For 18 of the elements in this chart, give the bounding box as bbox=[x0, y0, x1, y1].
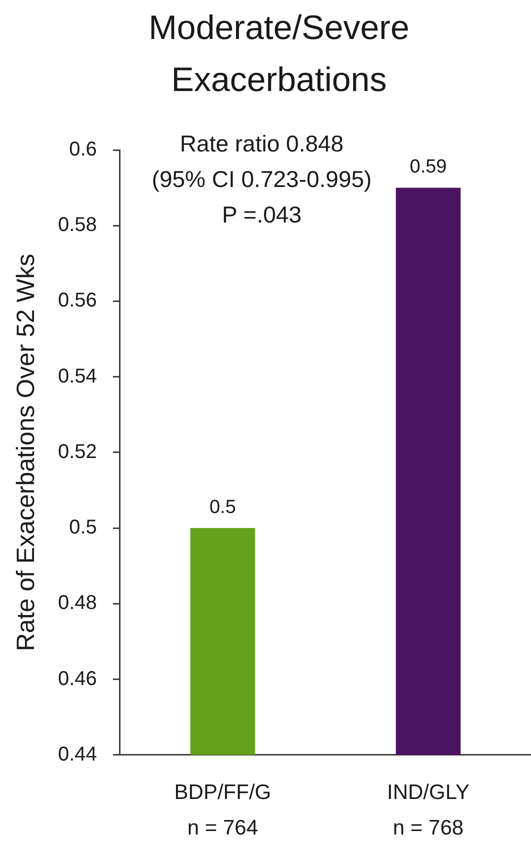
annotation: P =.043 bbox=[222, 201, 302, 228]
y-tick-label: 0.48 bbox=[58, 592, 97, 614]
annotation: Rate ratio 0.848 bbox=[180, 130, 344, 156]
y-tick-label: 0.52 bbox=[58, 440, 97, 463]
y-tick-label: 0.54 bbox=[58, 365, 97, 388]
x-tick-label: BDP/FF/G n = 764 bbox=[174, 781, 272, 840]
y-axis-title: Rate of Exacerbations Over 52 Wks bbox=[12, 254, 40, 652]
data-label: 0.59 bbox=[410, 156, 447, 178]
y-tick-label: 0.46 bbox=[58, 668, 97, 690]
x-tick-label: IND/GLY n = 768 bbox=[386, 781, 470, 840]
y-tick-label: 0.6 bbox=[69, 138, 97, 161]
annotation: (95% CI 0.723-0.995) bbox=[152, 166, 372, 192]
y-tick-label: 0.5 bbox=[69, 516, 97, 539]
y-tick-label: 0.44 bbox=[58, 743, 97, 766]
y-tick-label: 0.58 bbox=[58, 214, 97, 236]
chart-title: Moderate/Severe Exacerbations bbox=[148, 8, 410, 101]
data-label: 0.5 bbox=[209, 496, 236, 518]
y-tick-label: 0.56 bbox=[58, 290, 97, 312]
